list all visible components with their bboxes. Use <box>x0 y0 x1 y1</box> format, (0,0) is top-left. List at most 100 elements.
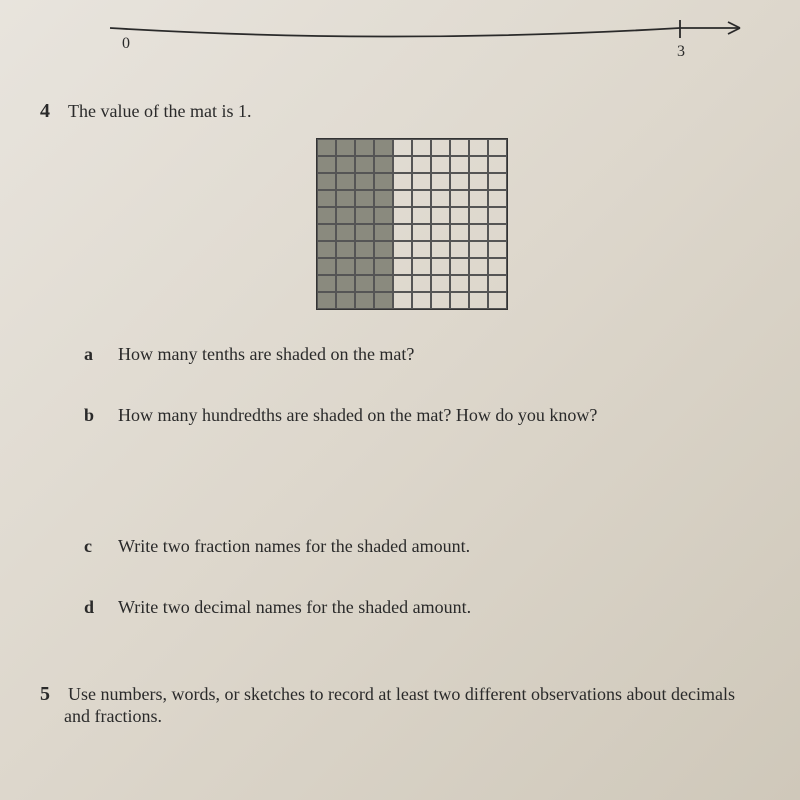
grid-cell-shaded <box>336 139 355 156</box>
question-4-prompt: The value of the mat is 1. <box>68 101 251 121</box>
grid-cell <box>393 275 412 292</box>
grid-cell-shaded <box>317 275 336 292</box>
grid-cell <box>469 275 488 292</box>
question-4: 4 The value of the mat is 1. a How many … <box>40 100 760 618</box>
grid-cell <box>431 190 450 207</box>
question-4d-text: Write two decimal names for the shaded a… <box>118 597 471 617</box>
grid-cell <box>450 173 469 190</box>
grid-cell-shaded <box>355 275 374 292</box>
grid-row <box>317 241 507 258</box>
grid-row <box>317 292 507 309</box>
grid-cell <box>450 275 469 292</box>
grid-cell <box>488 258 507 275</box>
grid-cell <box>431 207 450 224</box>
grid-cell-shaded <box>374 173 393 190</box>
grid-cell <box>488 190 507 207</box>
grid-cell-shaded <box>336 241 355 258</box>
grid-row <box>317 190 507 207</box>
grid-cell <box>431 241 450 258</box>
grid-cell-shaded <box>317 224 336 241</box>
question-4a: a How many tenths are shaded on the mat? <box>64 344 760 365</box>
question-4b-text: How many hundredths are shaded on the ma… <box>118 405 597 425</box>
grid-cell <box>488 224 507 241</box>
grid-cell-shaded <box>336 156 355 173</box>
grid-cell <box>393 156 412 173</box>
grid-cell-shaded <box>317 139 336 156</box>
grid-cell <box>412 292 431 309</box>
grid-row <box>317 258 507 275</box>
question-4d-letter: d <box>84 597 114 618</box>
question-4c-letter: c <box>84 536 114 557</box>
question-4a-text: How many tenths are shaded on the mat? <box>118 344 414 364</box>
grid-cell-shaded <box>374 292 393 309</box>
grid-cell-shaded <box>355 173 374 190</box>
grid-cell <box>393 258 412 275</box>
grid-cell <box>469 258 488 275</box>
grid-cell-shaded <box>336 292 355 309</box>
grid-cell <box>431 173 450 190</box>
grid-cell-shaded <box>317 156 336 173</box>
grid-cell-shaded <box>374 275 393 292</box>
grid-cell-shaded <box>336 224 355 241</box>
grid-cell <box>431 156 450 173</box>
grid-row <box>317 173 507 190</box>
grid-cell <box>450 224 469 241</box>
grid-cell-shaded <box>336 190 355 207</box>
grid-cell-shaded <box>317 173 336 190</box>
grid-cell <box>450 139 469 156</box>
question-4-number: 4 <box>40 100 64 123</box>
grid-cell <box>450 292 469 309</box>
grid-cell <box>469 139 488 156</box>
grid-cell <box>450 190 469 207</box>
grid-cell <box>412 207 431 224</box>
grid-cell <box>412 275 431 292</box>
grid-cell-shaded <box>317 241 336 258</box>
grid-row <box>317 139 507 156</box>
grid-cell-shaded <box>374 156 393 173</box>
grid-cell-shaded <box>317 190 336 207</box>
question-4b-letter: b <box>84 405 114 426</box>
grid-cell <box>469 190 488 207</box>
grid-cell <box>488 156 507 173</box>
grid-cell-shaded <box>355 241 374 258</box>
grid-cell <box>393 241 412 258</box>
grid-cell-shaded <box>374 241 393 258</box>
grid-cell-shaded <box>355 224 374 241</box>
grid-cell <box>431 292 450 309</box>
question-4c-text: Write two fraction names for the shaded … <box>118 536 470 556</box>
grid-cell <box>412 258 431 275</box>
worksheet-page: 0 3 4 The value of the mat is 1. a How m… <box>0 0 800 800</box>
grid-cell <box>469 173 488 190</box>
grid-cell <box>488 173 507 190</box>
grid-cell-shaded <box>355 190 374 207</box>
grid-cell-shaded <box>374 207 393 224</box>
grid-cell <box>412 156 431 173</box>
grid-cell-shaded <box>374 224 393 241</box>
grid-cell-shaded <box>374 139 393 156</box>
grid-cell <box>393 207 412 224</box>
grid-cell-shaded <box>355 139 374 156</box>
grid-cell-shaded <box>374 190 393 207</box>
grid-cell <box>393 139 412 156</box>
question-5-number: 5 <box>40 683 64 706</box>
grid-cell <box>393 292 412 309</box>
grid-cell-shaded <box>317 207 336 224</box>
question-4d: d Write two decimal names for the shaded… <box>64 597 760 618</box>
grid-cell <box>431 139 450 156</box>
grid-cell <box>450 258 469 275</box>
question-4c: c Write two fraction names for the shade… <box>64 536 760 557</box>
grid-cell-shaded <box>355 207 374 224</box>
question-4b: b How many hundredths are shaded on the … <box>64 405 760 426</box>
grid-row <box>317 224 507 241</box>
number-line-end-label: 3 <box>677 43 685 60</box>
grid-row <box>317 207 507 224</box>
grid-container <box>64 138 760 314</box>
grid-cell <box>488 207 507 224</box>
grid-cell <box>412 173 431 190</box>
number-line-arc <box>110 28 680 37</box>
grid-cell <box>412 241 431 258</box>
grid-row <box>317 156 507 173</box>
grid-cell <box>412 139 431 156</box>
grid-cell <box>450 241 469 258</box>
question-5: 5 Use numbers, words, or sketches to rec… <box>40 683 760 727</box>
